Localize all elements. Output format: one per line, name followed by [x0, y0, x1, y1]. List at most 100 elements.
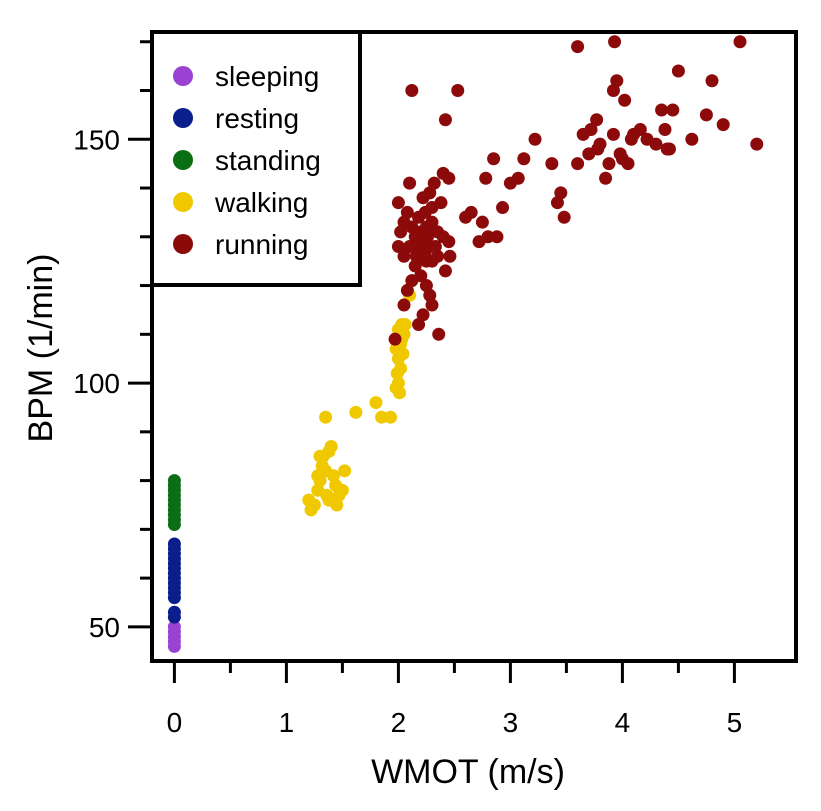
data-point-walking: [311, 469, 325, 483]
data-point-running: [425, 215, 439, 229]
legend-label-standing: standing: [215, 145, 321, 176]
data-point-running: [490, 230, 504, 244]
data-point-running: [443, 249, 457, 263]
data-point-running: [705, 74, 719, 88]
data-point-running: [658, 123, 672, 137]
data-point-walking: [322, 493, 336, 507]
plot-frame: [150, 30, 798, 663]
data-point-walking: [384, 410, 398, 424]
y-axis-label: BPM (1/min): [22, 254, 60, 443]
data-point-running: [550, 196, 564, 210]
legend-marker-walking: [173, 192, 193, 212]
data-point-running: [400, 283, 414, 297]
legend-label-running: running: [215, 229, 308, 260]
data-point-running: [451, 84, 465, 98]
data-point-running: [571, 157, 585, 171]
data-point-running: [610, 74, 624, 88]
data-point-running: [438, 264, 452, 278]
x-tick-label: 0: [167, 707, 183, 738]
data-points: [167, 35, 764, 653]
legend: sleeping resting standing walking running: [150, 30, 362, 287]
data-point-running: [388, 332, 402, 346]
y-tick-label: 100: [73, 368, 120, 399]
x-tick-label: 4: [615, 707, 631, 738]
data-point-running: [655, 103, 669, 117]
data-point-running: [394, 225, 408, 239]
data-point-running: [662, 142, 676, 156]
legend-marker-sleeping: [173, 66, 193, 86]
data-point-resting: [167, 537, 181, 551]
data-point-running: [403, 240, 417, 254]
data-point-walking: [313, 449, 327, 463]
data-point-running: [584, 123, 598, 137]
data-point-running: [606, 127, 620, 141]
x-tick-label: 3: [503, 707, 519, 738]
data-point-running: [479, 171, 493, 185]
data-point-walking: [398, 318, 412, 332]
x-tick-label: 1: [279, 707, 295, 738]
x-axis-label: WMOT (m/s): [371, 753, 565, 791]
data-point-running: [419, 279, 433, 293]
data-point-running: [432, 327, 446, 341]
data-point-running: [416, 308, 430, 322]
data-point-walking: [393, 386, 407, 400]
data-point-running: [428, 240, 442, 254]
data-point-running: [409, 249, 423, 263]
data-point-running: [405, 84, 419, 98]
data-point-running: [391, 196, 405, 210]
data-point-running: [397, 298, 411, 312]
data-point-running: [593, 137, 607, 151]
data-point-walking: [391, 376, 405, 390]
y-tick-label: 150: [73, 124, 120, 155]
data-point-running: [716, 118, 730, 132]
data-point-running: [412, 318, 426, 332]
data-point-walking: [349, 405, 363, 419]
data-point-running: [685, 132, 699, 146]
data-point-walking: [390, 366, 404, 380]
data-point-running: [400, 205, 414, 219]
data-point-walking: [324, 439, 338, 453]
data-point-walking: [396, 347, 410, 361]
data-point-running: [408, 259, 422, 273]
data-point-running: [496, 201, 510, 215]
data-point-running: [528, 132, 542, 146]
data-point-walking: [335, 483, 349, 497]
data-point-running: [397, 249, 411, 263]
data-point-running: [405, 220, 419, 234]
data-point-running: [733, 35, 747, 49]
data-point-running: [671, 64, 685, 78]
data-point-running: [414, 269, 428, 283]
data-point-running: [557, 210, 571, 224]
data-point-walking: [319, 410, 333, 424]
data-point-running: [649, 137, 663, 151]
legend-marker-standing: [173, 150, 193, 170]
data-point-running: [434, 196, 448, 210]
data-point-running: [571, 40, 585, 54]
data-point-running: [442, 171, 456, 185]
data-point-sleeping: [167, 620, 181, 634]
data-point-running: [391, 240, 405, 254]
data-point-running: [487, 152, 501, 166]
data-point-walking: [375, 410, 389, 424]
data-point-running: [554, 186, 568, 200]
y-tick-label: 50: [89, 612, 120, 643]
legend-label-sleeping: sleeping: [215, 61, 319, 92]
data-point-running: [618, 93, 632, 107]
data-point-running: [481, 230, 495, 244]
data-point-standing: [167, 474, 181, 488]
legend-label-walking: walking: [214, 187, 308, 218]
data-point-running: [442, 235, 456, 249]
data-point-running: [750, 137, 764, 151]
data-point-running: [599, 171, 613, 185]
legend-marker-resting: [173, 108, 193, 128]
data-point-walking: [307, 498, 321, 512]
data-point-running: [590, 113, 604, 127]
data-point-running: [608, 35, 622, 49]
data-point-running: [606, 84, 620, 98]
legend-marker-running: [173, 234, 193, 254]
data-point-running: [511, 171, 525, 185]
data-point-walking: [326, 469, 340, 483]
x-tick-label: 5: [727, 707, 743, 738]
data-point-walking: [369, 396, 383, 410]
data-point-running: [423, 288, 437, 302]
